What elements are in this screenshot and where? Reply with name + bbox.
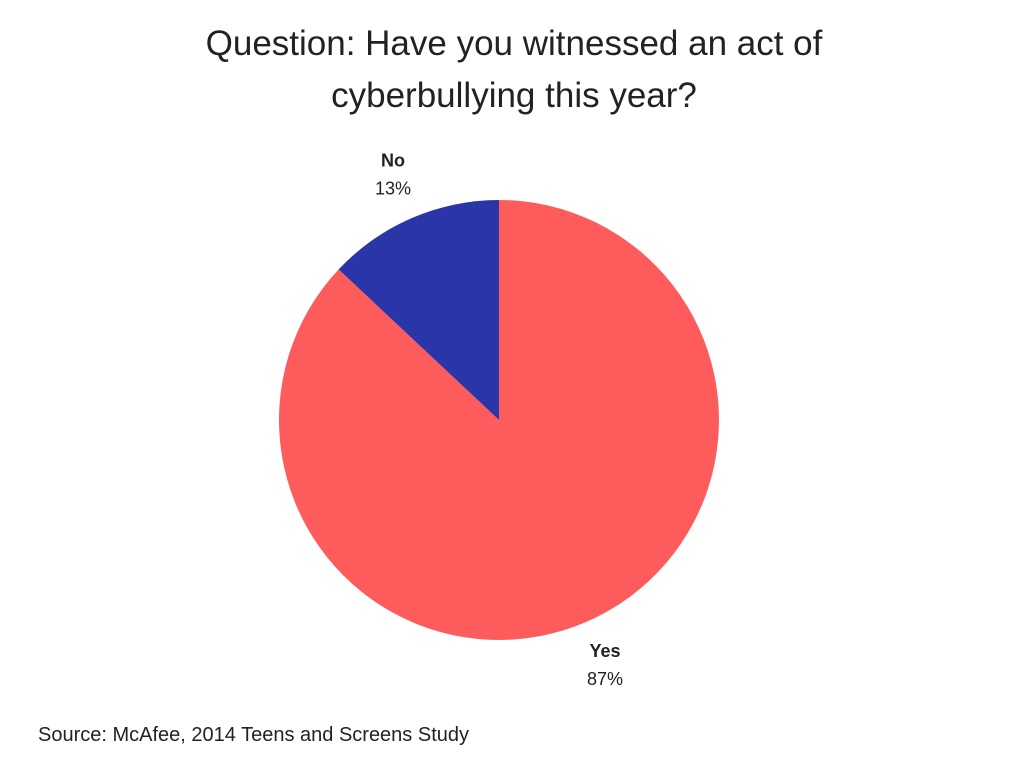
value-label: 87% — [587, 669, 623, 689]
pie-slice — [338, 200, 499, 420]
source-note: Source: McAfee, 2014 Teens and Screens S… — [38, 724, 470, 746]
slice-label: No — [381, 151, 405, 171]
value-label: 13% — [375, 179, 411, 199]
pie-slice — [279, 200, 719, 640]
chart-title: Question: Have you witnessed an act of c… — [205, 24, 823, 115]
slice-label: Yes — [590, 641, 621, 661]
